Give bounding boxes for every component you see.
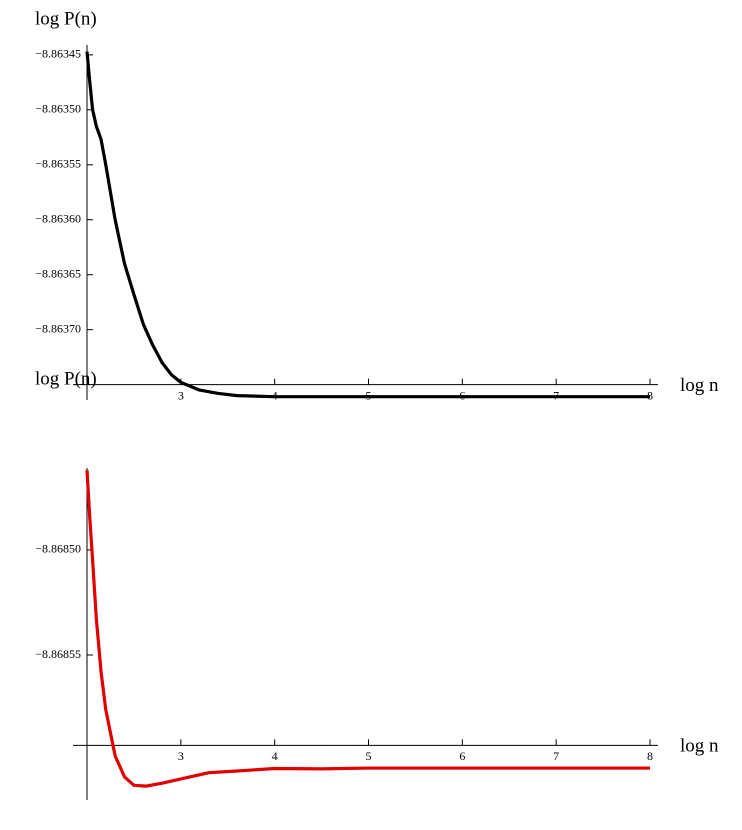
data-line	[85, 470, 650, 788]
x-axis-label: log n	[680, 736, 719, 757]
x-tick-label: 7	[553, 749, 559, 763]
y-tick-label: −8.86370	[35, 321, 81, 335]
y-tick-label: −8.86360	[35, 212, 81, 226]
x-tick-label: 4	[272, 749, 278, 763]
y-tick-label: −8.86855	[35, 647, 81, 661]
y-tick-label: −8.86365	[35, 266, 81, 280]
y-tick-label: −8.86345	[35, 47, 81, 61]
x-tick-label: 5	[366, 749, 372, 763]
x-axis-label: log n	[680, 375, 719, 396]
x-tick-label: 3	[178, 749, 184, 763]
y-axis-label: log P(n)	[35, 368, 97, 389]
y-tick-label: −8.86355	[35, 157, 81, 171]
data-line	[85, 51, 650, 399]
y-axis-label: log P(n)	[35, 8, 97, 29]
x-tick-label: 6	[459, 749, 465, 763]
x-tick-label: 3	[178, 388, 184, 402]
x-tick-label: 8	[647, 749, 653, 763]
y-tick-label: −8.86350	[35, 102, 81, 116]
y-tick-label: −8.86850	[35, 542, 81, 556]
